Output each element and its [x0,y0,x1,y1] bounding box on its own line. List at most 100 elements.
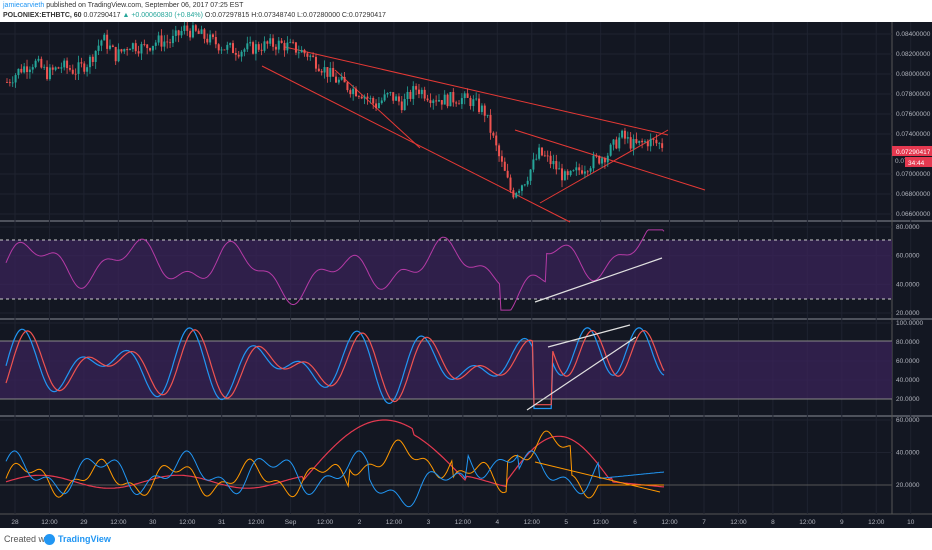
candle-body[interactable] [455,102,458,104]
candle-body[interactable] [317,68,320,72]
candle-body[interactable] [658,143,661,145]
stoch-axis[interactable]: 100.0000 80.0000 60.0000 40.0000 20.0000 [896,320,923,403]
candle-body[interactable] [549,155,552,165]
candle-body[interactable] [294,42,297,53]
candle-body[interactable] [143,44,146,45]
candle-body[interactable] [283,42,286,51]
candle-body[interactable] [223,49,226,51]
candle-body[interactable] [189,30,192,38]
candle-body[interactable] [314,56,317,69]
candle-body[interactable] [266,41,269,44]
candle-body[interactable] [74,73,77,75]
candle-body[interactable] [134,43,137,52]
candle-body[interactable] [569,170,572,176]
candle-body[interactable] [186,25,189,31]
candle-body[interactable] [77,62,80,74]
candle-body[interactable] [146,44,149,49]
candle-body[interactable] [277,40,280,50]
candle-body[interactable] [409,91,412,99]
candle-body[interactable] [300,49,303,53]
candle-body[interactable] [246,43,249,50]
candle-body[interactable] [191,25,194,38]
candle-body[interactable] [131,43,134,50]
candle-body[interactable] [103,34,106,41]
price-trendlines[interactable] [261,46,706,223]
candle-body[interactable] [220,49,223,51]
candle-body[interactable] [538,147,541,159]
candle-body[interactable] [100,40,103,46]
candle-body[interactable] [383,94,386,101]
candle-body[interactable] [91,56,94,62]
candle-body[interactable] [31,67,34,70]
candle-body[interactable] [66,60,69,69]
candle-body[interactable] [149,48,152,51]
candle-body[interactable] [229,43,232,45]
candle-body[interactable] [332,67,335,77]
candle-body[interactable] [151,45,154,51]
dmi-trendline[interactable] [534,461,661,493]
candle-body[interactable] [475,98,478,100]
candle-body[interactable] [623,130,626,139]
candle-body[interactable] [506,170,509,178]
candle-body[interactable] [194,25,197,31]
candle-body[interactable] [108,45,111,49]
candle-body[interactable] [377,103,380,109]
candle-body[interactable] [163,41,166,47]
rising-trendline[interactable] [539,129,669,204]
candle-body[interactable] [214,37,217,45]
candle-body[interactable] [526,180,529,185]
candle-body[interactable] [111,45,114,47]
candle-body[interactable] [403,99,406,111]
candle-body[interactable] [492,132,495,136]
candle-body[interactable] [11,82,14,84]
candle-body[interactable] [460,98,463,105]
candle-body[interactable] [498,145,501,157]
candle-body[interactable] [443,94,446,105]
candle-body[interactable] [612,139,615,145]
candle-body[interactable] [54,67,57,70]
candle-body[interactable] [563,171,566,181]
candle-body[interactable] [649,138,652,147]
candle-body[interactable] [535,158,538,160]
candle-body[interactable] [592,155,595,169]
candle-body[interactable] [417,89,420,95]
candle-body[interactable] [43,66,46,68]
candle-body[interactable] [392,92,395,101]
candle-body[interactable] [8,82,11,83]
candle-body[interactable] [463,93,466,99]
candle-body[interactable] [638,140,641,143]
candle-body[interactable] [126,49,129,51]
candle-body[interactable] [303,49,306,54]
candle-body[interactable] [34,60,37,68]
candle-body[interactable] [171,35,174,44]
candle-body[interactable] [257,44,260,50]
candle-body[interactable] [160,35,163,47]
candle-body[interactable] [94,50,97,62]
candle-body[interactable] [415,86,418,90]
dmi-axis[interactable]: 60.0000 40.0000 20.0000 [896,417,920,489]
candle-body[interactable] [240,51,243,57]
candle-body[interactable] [386,93,389,95]
candle-body[interactable] [114,46,117,62]
candle-body[interactable] [83,63,86,72]
candle-body[interactable] [197,30,200,34]
candle-body[interactable] [512,190,515,198]
candle-body[interactable] [68,68,71,70]
candle-body[interactable] [626,137,629,139]
candle-body[interactable] [646,141,649,147]
candle-body[interactable] [437,100,440,102]
candle-body[interactable] [203,29,206,39]
candle-body[interactable] [420,89,423,95]
candle-body[interactable] [340,76,343,80]
candle-body[interactable] [469,97,472,107]
candle-body[interactable] [26,66,29,73]
candle-body[interactable] [609,144,612,156]
candle-body[interactable] [200,29,203,34]
candle-body[interactable] [635,139,638,143]
candle-body[interactable] [540,147,543,156]
candle-body[interactable] [183,25,186,32]
candle-body[interactable] [320,71,323,73]
candle-body[interactable] [329,67,332,77]
candle-body[interactable] [211,34,214,38]
candle-body[interactable] [243,49,246,52]
